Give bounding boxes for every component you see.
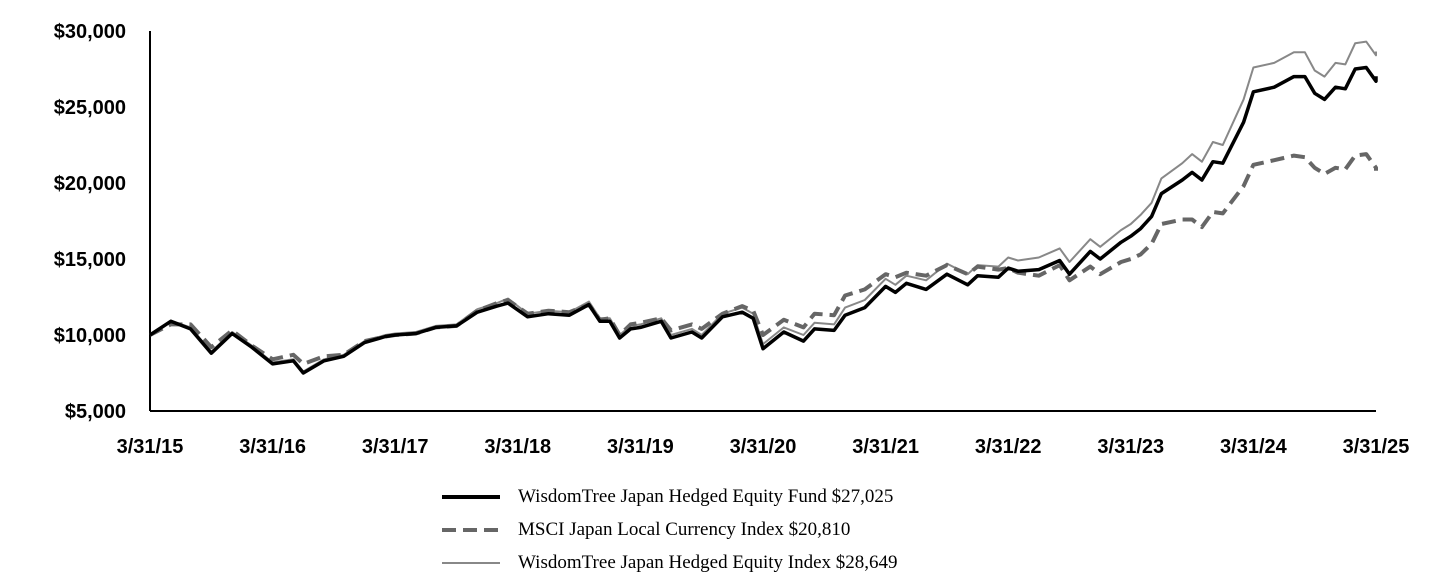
- x-tick-label: 3/31/16: [239, 436, 306, 458]
- x-tick-label: 3/31/18: [484, 436, 551, 458]
- y-tick-label: $30,000: [54, 21, 126, 43]
- x-tick-label: 3/31/22: [975, 436, 1042, 458]
- x-tick-label: 3/31/17: [362, 436, 429, 458]
- series-line-0: [149, 65, 1378, 375]
- legend-label-index: WisdomTree Japan Hedged Equity Index $28…: [518, 551, 898, 573]
- legend-label-msci: MSCI Japan Local Currency Index $20,810: [518, 518, 851, 540]
- y-axis: $5,000 $10,000 $15,000 $20,000 $25,000 $30,00…: [54, 21, 151, 423]
- legend-swatch-index: [442, 561, 500, 564]
- series-lines: [149, 40, 1378, 375]
- legend-swatch-msci: [442, 527, 500, 532]
- legend-item-fund: WisdomTree Japan Hedged Equity Fund $27,…: [440, 480, 1040, 513]
- y-tick-label: $10,000: [54, 325, 126, 347]
- y-tick-label: $25,000: [54, 97, 126, 119]
- legend-item-msci: MSCI Japan Local Currency Index $20,810: [440, 513, 1040, 546]
- x-tick-label: 3/31/24: [1220, 436, 1288, 458]
- legend-swatch-fund: [442, 494, 500, 499]
- series-line-1: [149, 152, 1378, 366]
- y-tick-label: $20,000: [54, 173, 126, 195]
- x-axis: 3/31/15 3/31/16 3/31/17 3/31/18 3/31/19 3/31/…: [117, 410, 1410, 458]
- y-tick-label: $15,000: [54, 249, 126, 271]
- x-tick-label: 3/31/15: [117, 436, 184, 458]
- x-tick-label: 3/31/23: [1097, 436, 1164, 458]
- legend-label-fund: WisdomTree Japan Hedged Equity Fund $27,…: [518, 485, 894, 507]
- series-line-2: [149, 40, 1377, 373]
- legend-item-index: WisdomTree Japan Hedged Equity Index $28…: [440, 546, 1040, 579]
- legend: WisdomTree Japan Hedged Equity Fund $27,…: [440, 480, 1040, 579]
- x-tick-label: 3/31/20: [730, 436, 797, 458]
- x-tick-label: 3/31/19: [607, 436, 674, 458]
- x-tick-label: 3/31/21: [852, 436, 919, 458]
- y-tick-label: $5,000: [65, 401, 126, 423]
- x-tick-label: 3/31/25: [1343, 436, 1410, 458]
